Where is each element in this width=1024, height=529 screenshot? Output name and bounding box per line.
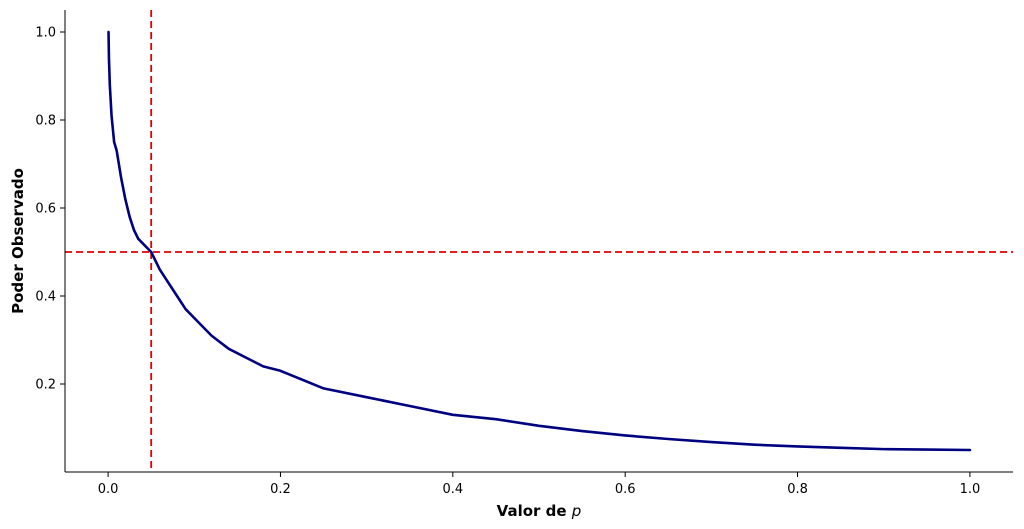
axes — [64, 10, 1013, 473]
x-tick-label: 1.0 — [960, 482, 981, 497]
x-tick-label: 0.6 — [615, 482, 636, 497]
x-ticks: 0.0 0.2 0.4 0.6 0.8 1.0 — [98, 472, 981, 497]
x-axis-label: Valor de p — [497, 502, 582, 520]
series-layer — [107, 30, 972, 452]
y-tick-label: 1.0 — [35, 26, 56, 41]
x-tick-label: 0.8 — [787, 482, 808, 497]
x-tick-label: 0.2 — [270, 482, 291, 497]
x-axis-label-main: Valor de — [497, 502, 572, 520]
x-axis-label-variable: p — [571, 502, 582, 520]
x-tick-label: 0.0 — [98, 482, 119, 497]
y-tick-label: 0.4 — [35, 290, 56, 305]
x-tick-label: 0.4 — [442, 482, 463, 497]
reference-lines — [65, 10, 1013, 472]
y-tick-label: 0.6 — [35, 202, 56, 217]
y-tick-label: 0.8 — [35, 114, 56, 129]
y-axis-label: Poder Observado — [9, 168, 27, 314]
y-tick-label: 0.2 — [35, 378, 56, 393]
series-line — [107, 30, 972, 452]
y-ticks: 0.2 0.4 0.6 0.8 1.0 — [35, 26, 65, 393]
